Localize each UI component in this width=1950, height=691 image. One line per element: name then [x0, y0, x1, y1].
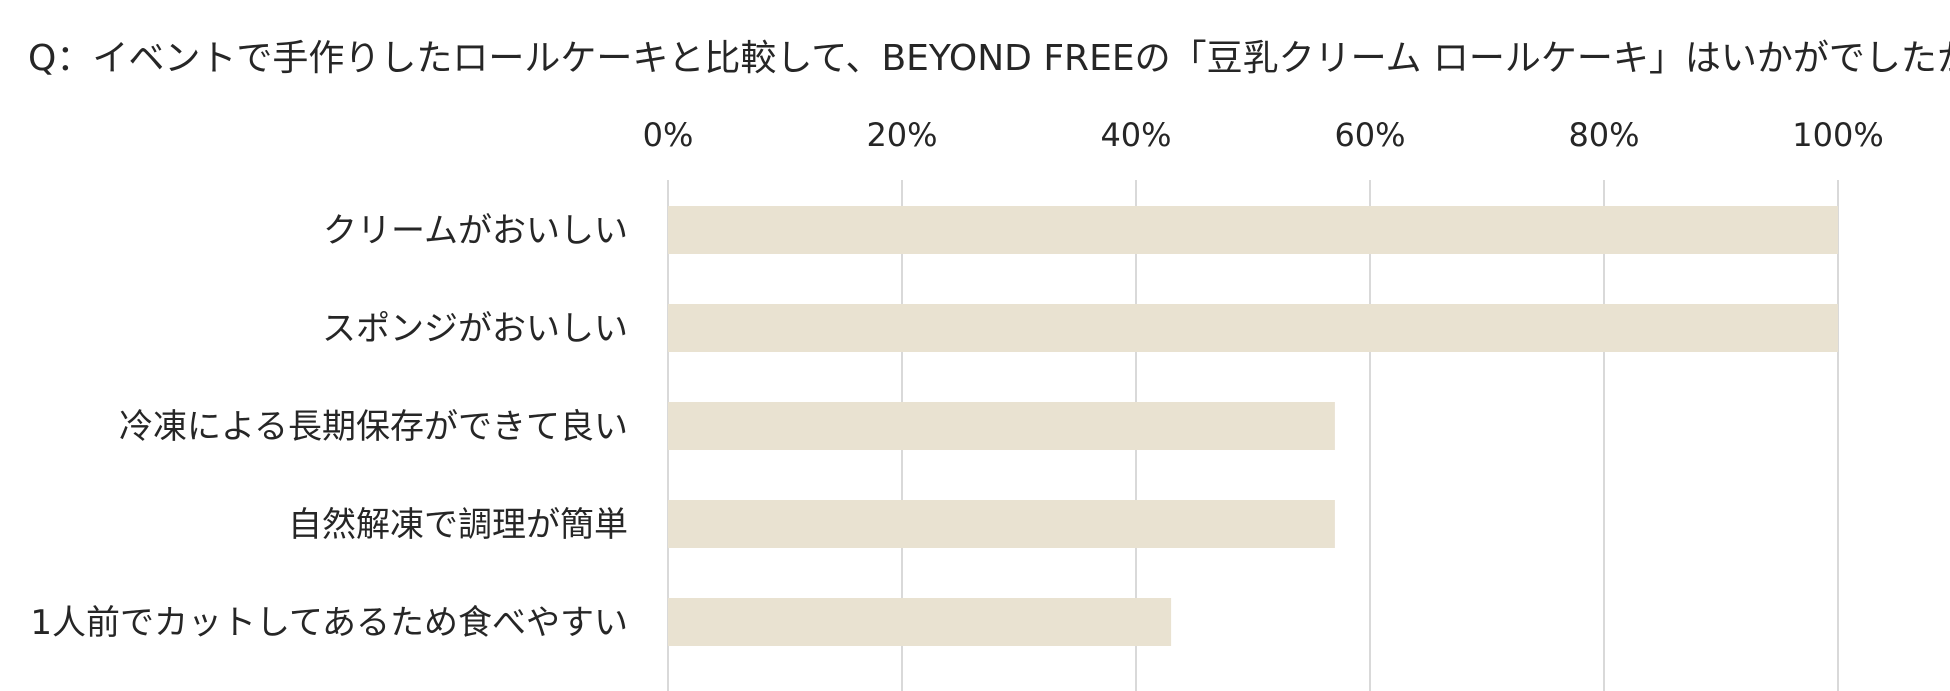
- category-label-5: 1人前でカットしてあるため食べやすい: [30, 603, 628, 643]
- bar-1: [668, 206, 1838, 254]
- category-label-4: 自然解凍で調理が簡単: [288, 505, 628, 545]
- chart-title: Q：イベントで手作りしたロールケーキと比較して、BEYOND FREEの「豆乳ク…: [28, 38, 1950, 79]
- category-labels: クリームがおいしいスポンジがおいしい冷凍による長期保存ができて良い自然解凍で調理…: [30, 211, 628, 643]
- x-tick-label: 60%: [1334, 116, 1405, 154]
- category-label-1: クリームがおいしい: [323, 211, 628, 251]
- x-axis-ticks: 0% 20% 40% 60% 80% 100%: [643, 116, 1884, 154]
- bar-3: [668, 402, 1335, 450]
- category-label-3: 冷凍による長期保存ができて良い: [119, 407, 628, 447]
- x-tick-label: 100%: [1792, 116, 1883, 154]
- x-tick-label: 0%: [643, 116, 694, 154]
- bar-2: [668, 304, 1838, 352]
- x-tick-label: 80%: [1568, 116, 1639, 154]
- bar-layer: [668, 206, 1838, 646]
- bar-4: [668, 500, 1335, 548]
- category-label-2: スポンジがおいしい: [322, 309, 628, 349]
- bar-5: [668, 598, 1172, 646]
- x-tick-label: 40%: [1100, 116, 1171, 154]
- x-tick-label: 20%: [866, 116, 937, 154]
